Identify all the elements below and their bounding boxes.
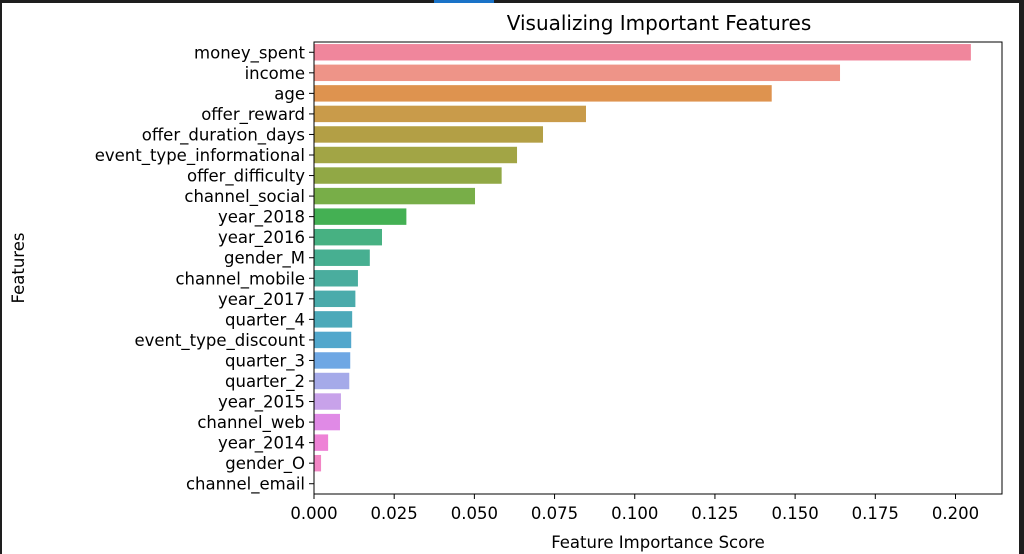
bar-channel_social bbox=[314, 187, 476, 205]
x-tick-label: 0.175 bbox=[852, 504, 899, 523]
bar-year_2015 bbox=[314, 393, 341, 410]
y-tick-label: offer_duration_days bbox=[142, 125, 305, 145]
y-tick-label: quarter_2 bbox=[225, 372, 305, 392]
bars-group bbox=[314, 44, 971, 472]
bar-offer_duration_days bbox=[314, 126, 544, 143]
y-tick-label: gender_O bbox=[225, 454, 305, 474]
window-left-border bbox=[0, 0, 2, 554]
bar-income bbox=[314, 64, 841, 82]
y-tick-label: offer_reward bbox=[201, 105, 305, 125]
bar-channel_mobile bbox=[314, 270, 358, 287]
y-tick-label: quarter_3 bbox=[225, 351, 305, 371]
y-tick-label: income bbox=[245, 64, 305, 83]
plot-area-frame bbox=[313, 41, 1003, 495]
y-axis-title: Features bbox=[9, 233, 28, 304]
bar-year_2016 bbox=[314, 228, 382, 246]
x-ticks: 0.000 0.025 0.050 0.075 0.100 0.125 0.150 0.175… bbox=[290, 494, 979, 523]
y-tick-label: gender_M bbox=[224, 249, 305, 269]
window-right-border bbox=[1019, 0, 1024, 554]
y-tick-label: event_type_discount bbox=[134, 331, 305, 351]
bar-event_type_discount bbox=[314, 331, 352, 349]
y-tick-label: channel_web bbox=[197, 413, 305, 433]
x-axis-title: Feature Importance Score bbox=[551, 533, 765, 552]
y-tick-label: year_2016 bbox=[218, 228, 305, 248]
x-tick-label: 0.000 bbox=[290, 504, 337, 523]
x-tick-label: 0.200 bbox=[932, 504, 979, 523]
y-tick-label: year_2015 bbox=[218, 393, 305, 413]
y-tick-label: quarter_4 bbox=[225, 310, 305, 330]
x-tick-label: 0.125 bbox=[691, 504, 738, 523]
x-tick-label: 0.025 bbox=[371, 504, 418, 523]
window-tab-indicator bbox=[434, 0, 494, 3]
y-tick-label: age bbox=[274, 84, 305, 103]
bar-money_spent bbox=[314, 44, 971, 61]
x-tick-label: 0.050 bbox=[451, 504, 498, 523]
bar-offer_difficulty bbox=[314, 167, 502, 184]
bar-year_2014 bbox=[314, 434, 329, 451]
window-top-border bbox=[0, 0, 1024, 3]
x-tick-label: 0.100 bbox=[611, 504, 658, 523]
y-tick-label: year_2018 bbox=[218, 208, 305, 228]
bar-event_type_informational bbox=[314, 146, 518, 164]
y-tick-label: year_2017 bbox=[218, 290, 305, 310]
bar-offer_reward bbox=[314, 105, 586, 123]
bar-channel_web bbox=[314, 413, 340, 431]
y-tick-label: offer_difficulty bbox=[187, 167, 305, 187]
bar-quarter_4 bbox=[314, 311, 353, 328]
y-tick-label: money_spent bbox=[194, 43, 305, 63]
y-tick-label: channel_social bbox=[184, 187, 305, 207]
y-tick-label: year_2014 bbox=[218, 434, 305, 454]
bar-age bbox=[314, 85, 772, 102]
x-tick-label: 0.150 bbox=[771, 504, 818, 523]
bar-gender_M bbox=[314, 249, 370, 266]
bar-quarter_3 bbox=[314, 352, 351, 369]
bar-year_2017 bbox=[314, 290, 356, 308]
y-tick-label: event_type_informational bbox=[95, 146, 305, 166]
x-tick-label: 0.075 bbox=[531, 504, 578, 523]
chart-title: Visualizing Important Features bbox=[507, 11, 812, 35]
y-tick-label: channel_email bbox=[186, 475, 305, 495]
bar-gender_O bbox=[314, 454, 322, 472]
bar-quarter_2 bbox=[314, 372, 350, 390]
bar-year_2018 bbox=[314, 208, 407, 225]
y-tick-label: channel_mobile bbox=[175, 269, 305, 289]
